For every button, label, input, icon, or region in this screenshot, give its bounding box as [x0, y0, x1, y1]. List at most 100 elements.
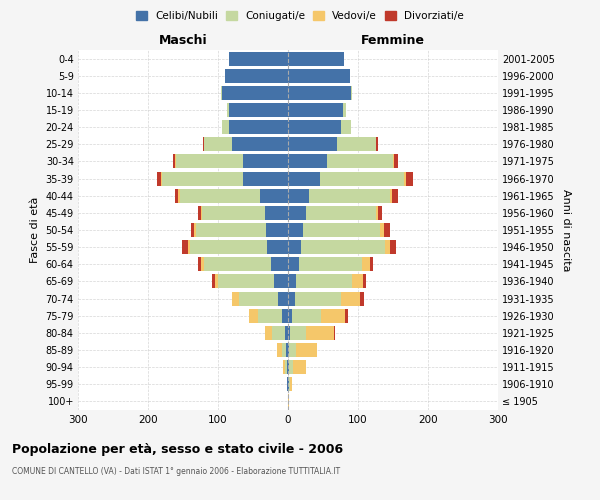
Bar [292, 308, 321, 322]
Bar [390, 240, 396, 254]
Bar [393, 154, 394, 168]
Bar [287, 360, 288, 374]
Bar [321, 308, 346, 322]
Bar [288, 52, 344, 66]
Bar [288, 103, 343, 117]
Bar [204, 258, 271, 272]
Bar [346, 308, 348, 322]
Bar [290, 378, 292, 392]
Bar [296, 274, 352, 288]
Bar [288, 308, 292, 322]
Bar [221, 86, 288, 100]
Bar [288, 223, 304, 237]
Bar [326, 154, 393, 168]
Bar [203, 138, 204, 151]
Bar [289, 343, 296, 357]
Bar [288, 360, 289, 374]
Bar [232, 138, 288, 151]
Bar [288, 240, 301, 254]
Bar [201, 258, 204, 272]
Bar [301, 240, 385, 254]
Bar [341, 292, 360, 306]
Bar [380, 223, 384, 237]
Bar [288, 258, 299, 272]
Bar [379, 206, 382, 220]
Bar [285, 360, 287, 374]
Bar [175, 154, 176, 168]
Bar [404, 172, 406, 185]
Bar [229, 120, 288, 134]
Bar [277, 292, 288, 306]
Text: Femmine: Femmine [361, 34, 425, 46]
Bar [188, 240, 190, 254]
Bar [283, 308, 288, 322]
Bar [258, 308, 283, 322]
Bar [250, 308, 258, 322]
Bar [288, 326, 290, 340]
Bar [341, 120, 351, 134]
Bar [221, 120, 229, 134]
Bar [161, 172, 162, 185]
Y-axis label: Fasce di età: Fasce di età [30, 197, 40, 263]
Bar [182, 240, 188, 254]
Bar [305, 326, 334, 340]
Bar [299, 258, 361, 272]
Bar [239, 292, 277, 306]
Bar [360, 292, 364, 306]
Bar [389, 188, 392, 202]
Bar [295, 292, 341, 306]
Bar [178, 188, 179, 202]
Bar [352, 274, 363, 288]
Bar [288, 378, 289, 392]
Bar [218, 274, 274, 288]
Bar [304, 223, 380, 237]
Bar [190, 240, 267, 254]
Bar [204, 138, 232, 151]
Bar [394, 154, 398, 168]
Bar [288, 206, 305, 220]
Bar [199, 258, 201, 272]
Legend: Celibi/Nubili, Coniugati/e, Vedovi/e, Divorziati/e: Celibi/Nubili, Coniugati/e, Vedovi/e, Di… [133, 8, 467, 24]
Bar [351, 86, 352, 100]
Bar [227, 103, 229, 117]
Bar [286, 343, 288, 357]
Bar [288, 343, 289, 357]
Bar [290, 326, 305, 340]
Bar [305, 206, 376, 220]
Bar [384, 223, 389, 237]
Bar [385, 240, 390, 254]
Bar [162, 172, 242, 185]
Bar [406, 172, 413, 185]
Bar [196, 223, 266, 237]
Bar [176, 154, 242, 168]
Bar [288, 86, 351, 100]
Bar [202, 206, 265, 220]
Text: Maschi: Maschi [158, 34, 208, 46]
Bar [289, 360, 293, 374]
Bar [288, 394, 289, 408]
Bar [229, 103, 288, 117]
Bar [274, 274, 288, 288]
Bar [288, 138, 337, 151]
Bar [320, 172, 404, 185]
Bar [173, 154, 175, 168]
Bar [229, 52, 288, 66]
Bar [363, 274, 367, 288]
Bar [199, 206, 200, 220]
Bar [288, 154, 326, 168]
Bar [265, 326, 272, 340]
Bar [179, 188, 260, 202]
Bar [370, 258, 373, 272]
Bar [296, 343, 317, 357]
Bar [242, 154, 288, 168]
Bar [191, 223, 194, 237]
Bar [289, 378, 290, 392]
Bar [309, 188, 389, 202]
Bar [283, 360, 285, 374]
Bar [272, 326, 284, 340]
Bar [215, 274, 218, 288]
Bar [271, 258, 288, 272]
Bar [260, 188, 288, 202]
Text: COMUNE DI CANTELLO (VA) - Dati ISTAT 1° gennaio 2006 - Elaborazione TUTTITALIA.I: COMUNE DI CANTELLO (VA) - Dati ISTAT 1° … [12, 468, 340, 476]
Bar [287, 378, 288, 392]
